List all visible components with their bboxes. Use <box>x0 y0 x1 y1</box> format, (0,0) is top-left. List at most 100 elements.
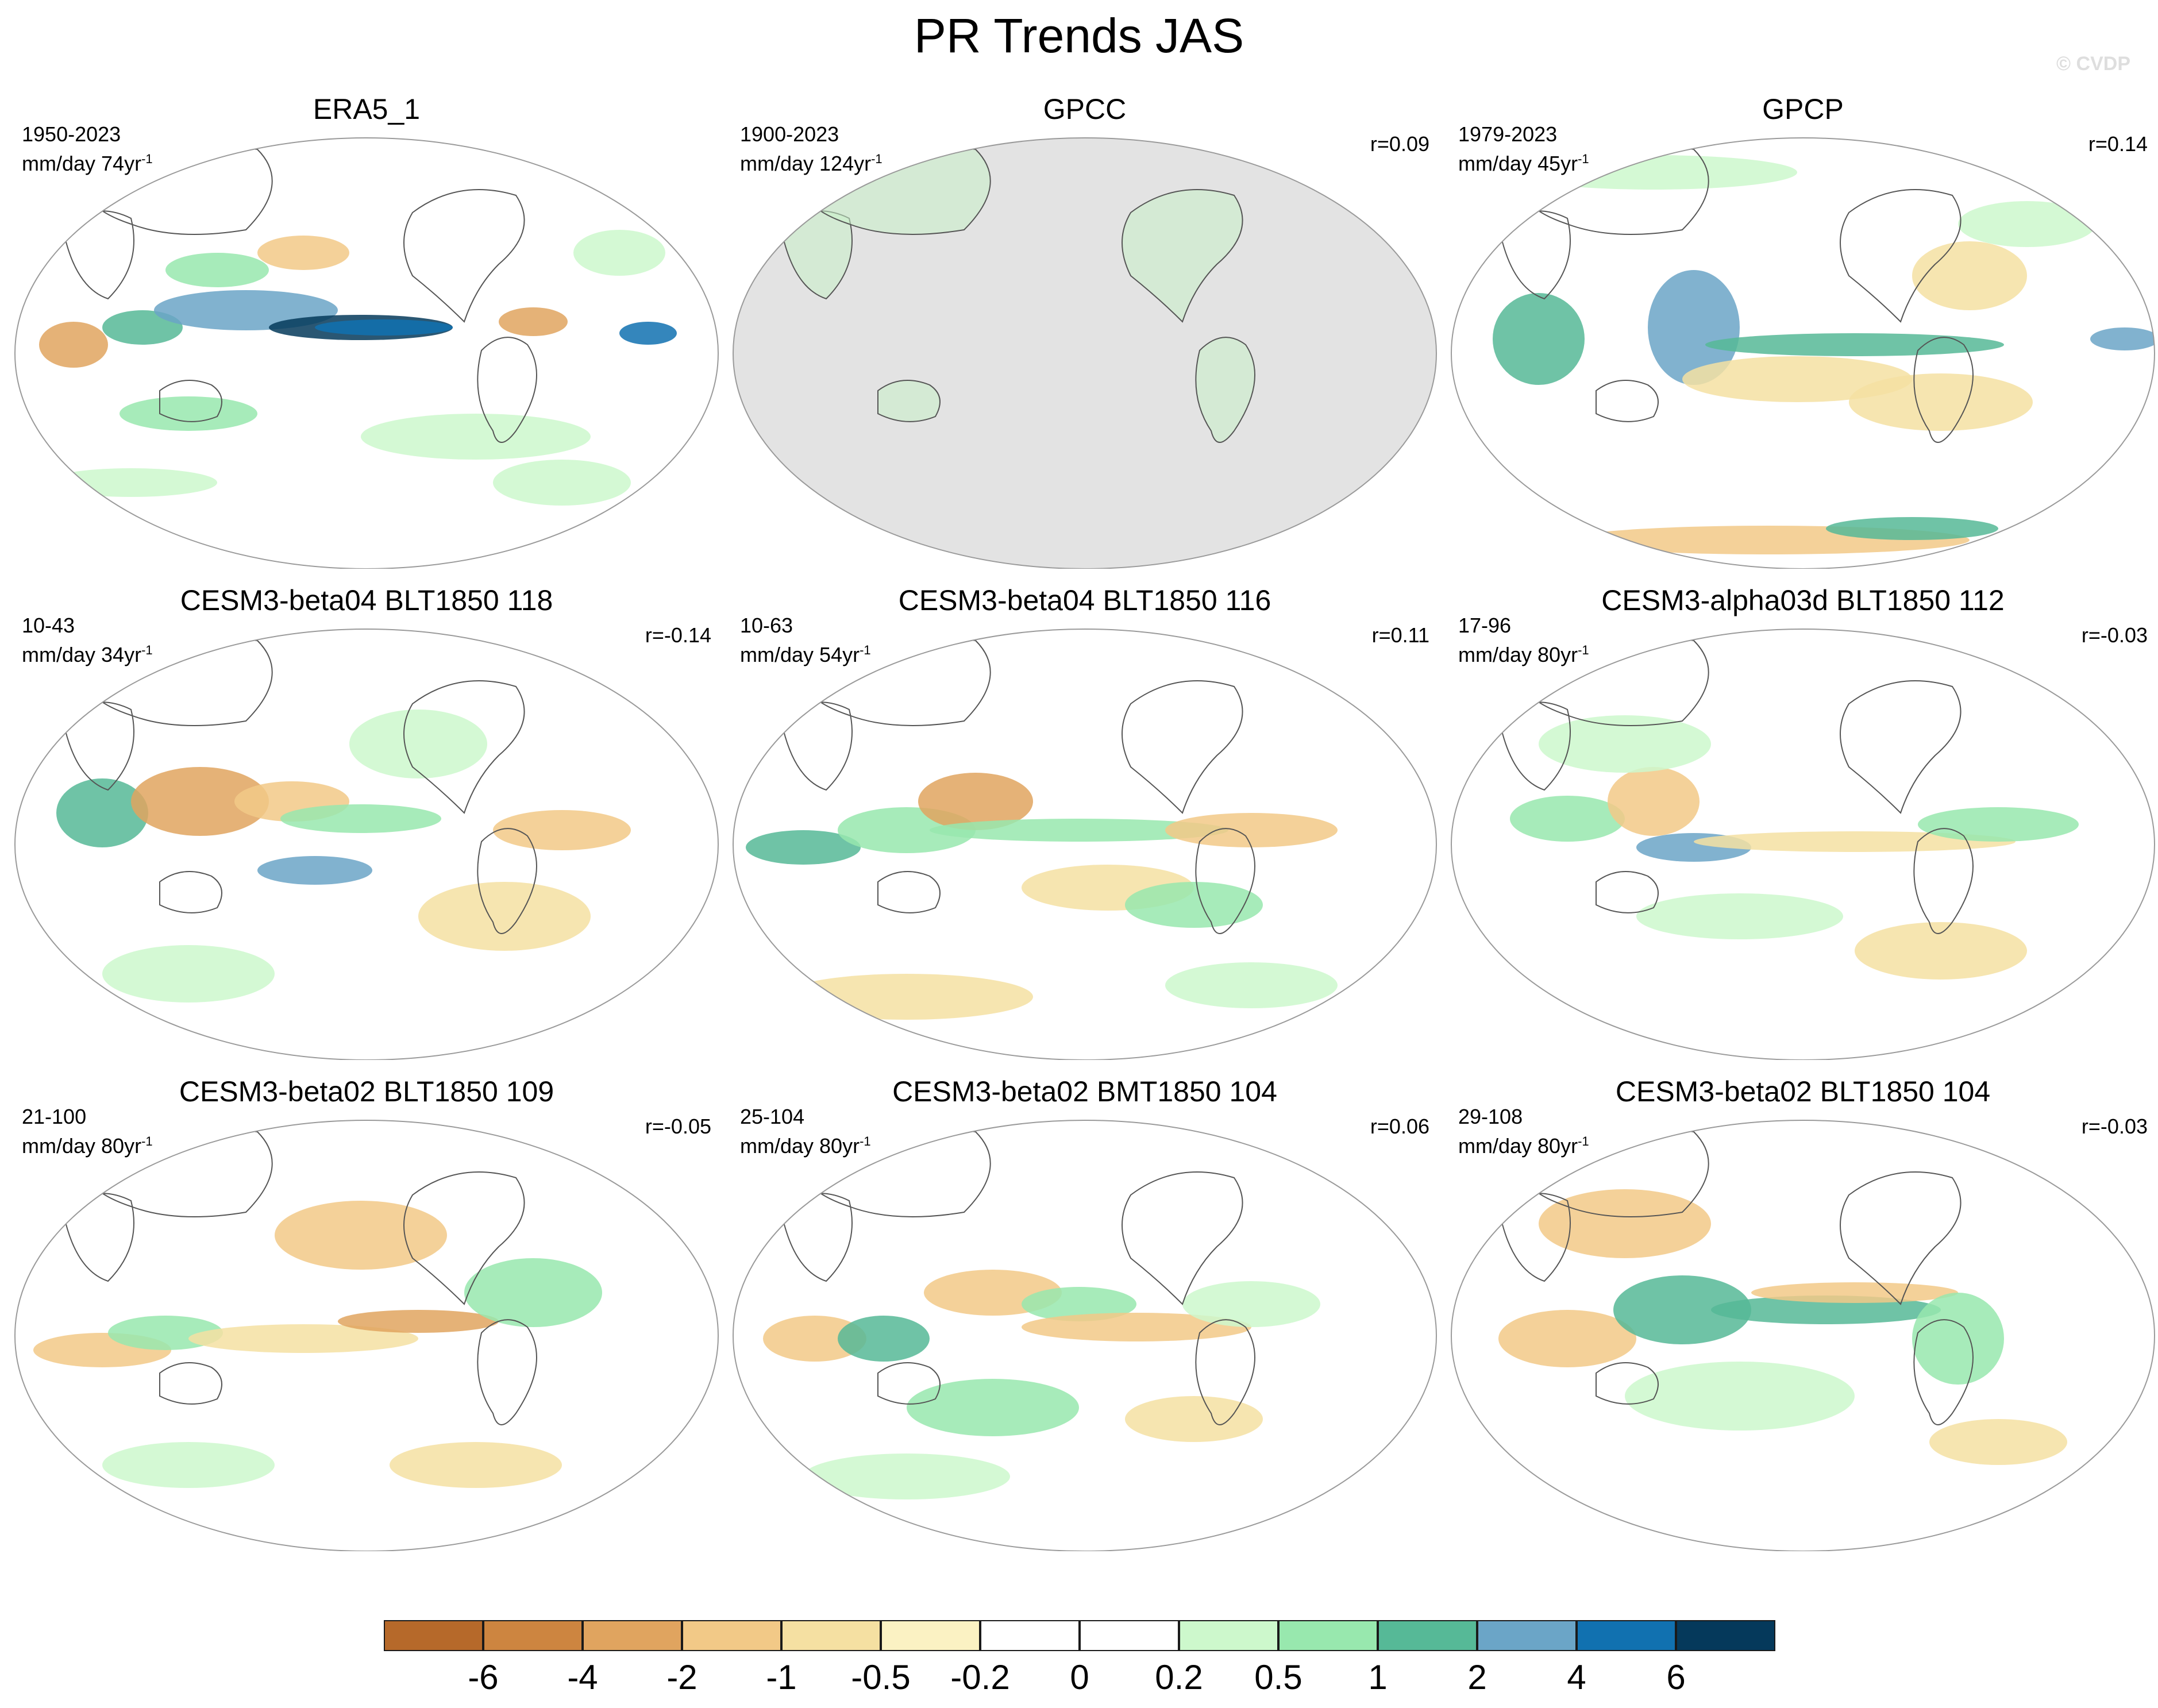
trend-contour <box>120 396 257 431</box>
world-map <box>1451 1120 2155 1551</box>
map-border <box>1451 1120 2155 1551</box>
panel-period: 17-96 <box>1458 614 1512 637</box>
trend-contour <box>257 236 349 270</box>
world-map <box>733 629 1437 1060</box>
coastline <box>1596 871 1659 913</box>
trend-contour <box>45 468 217 497</box>
trend-contour <box>1613 1275 1751 1344</box>
ocean-background <box>733 629 1436 1060</box>
map-border <box>733 629 1437 1060</box>
coastline <box>477 337 537 443</box>
world-map <box>733 1120 1437 1551</box>
panel-units: mm/day 80yr-1 <box>740 1129 871 1159</box>
panel-period: 21-100 <box>22 1105 87 1128</box>
map-border <box>1451 629 2155 1060</box>
colorbar-tick-label: -0.2 <box>950 1658 1010 1697</box>
trend-contour <box>102 1442 275 1488</box>
panel-title: GPCP <box>1762 93 1844 125</box>
panel-title: ERA5_1 <box>313 93 421 125</box>
trend-contour <box>499 307 568 336</box>
panel-period: 1900-2023 <box>740 122 839 146</box>
colorbar-tick-label: -0.5 <box>851 1658 911 1697</box>
coastline <box>159 871 222 913</box>
units-exponent: -1 <box>141 643 153 657</box>
trend-field <box>1493 146 2155 554</box>
pattern-correlation: r=-0.05 <box>645 1115 711 1138</box>
trend-contour <box>1912 1293 2004 1385</box>
pattern-correlation: r=0.09 <box>1370 132 1429 156</box>
trend-contour <box>1648 270 1740 385</box>
units-text: mm/day 54yr <box>740 643 860 666</box>
trend-field <box>33 1128 602 1488</box>
trend-contour <box>1918 807 2079 842</box>
panel-units: mm/day 80yr-1 <box>22 1129 153 1159</box>
trend-contour <box>1711 1296 1941 1324</box>
units-exponent: -1 <box>871 152 883 166</box>
trend-contour <box>102 945 275 1003</box>
coastline <box>877 1362 941 1405</box>
colorbar-swatch <box>1676 1620 1775 1651</box>
colorbar-swatch <box>1477 1620 1577 1651</box>
colorbar-tick-label: 0.5 <box>1254 1658 1302 1697</box>
colorbar-swatch <box>781 1620 881 1651</box>
trend-contour <box>280 804 441 833</box>
coastline <box>1122 680 1243 814</box>
pattern-correlation: r=-0.14 <box>645 623 711 647</box>
panel-period: 10-63 <box>740 614 793 637</box>
trend-contour <box>1510 796 1625 842</box>
trend-contour <box>907 1379 1079 1436</box>
map-border <box>14 1120 719 1551</box>
coastline <box>1195 337 1255 443</box>
colorbar-swatch <box>384 1620 483 1651</box>
world-map <box>14 137 719 569</box>
panel-units: mm/day 80yr-1 <box>1458 638 1589 668</box>
pattern-correlation: r=-0.03 <box>2081 1115 2148 1138</box>
trend-contour <box>418 882 591 951</box>
world-map <box>733 137 1437 569</box>
map-panel: CESM3-beta02 BMT1850 104 25-104 mm/day 80y… <box>729 1074 1441 1551</box>
colorbar-swatch <box>980 1620 1080 1651</box>
coastline <box>1122 1171 1243 1305</box>
colorbar-tick-label: 1 <box>1368 1658 1388 1697</box>
trend-field <box>1497 637 2079 980</box>
trend-contour <box>1165 813 1338 847</box>
world-map <box>1451 137 2155 569</box>
trend-contour <box>390 1442 562 1488</box>
trend-contour <box>2090 327 2155 350</box>
trend-contour <box>56 778 148 847</box>
panel-period: 10-43 <box>22 614 75 637</box>
trend-contour <box>338 1310 499 1333</box>
panel-title: CESM3-beta02 BMT1850 104 <box>892 1075 1277 1108</box>
colorbar-tick-label: -1 <box>766 1658 797 1697</box>
colorbar-tick-label: 6 <box>1666 1658 1686 1697</box>
colorbar-swatch <box>1378 1620 1477 1651</box>
coastline <box>1596 1362 1659 1405</box>
trend-contour <box>493 810 631 850</box>
colorbar <box>384 1620 1775 1655</box>
trend-field <box>39 146 677 506</box>
coastline <box>403 680 525 814</box>
pattern-correlation: r=0.11 <box>1371 623 1429 647</box>
map-panel: CESM3-beta04 BLT1850 118 10-43 mm/day 34yr… <box>10 583 723 1060</box>
trend-contour <box>1125 882 1263 928</box>
coastline <box>1840 189 1962 323</box>
units-text: mm/day 80yr <box>740 1134 860 1158</box>
ocean-background <box>15 138 718 569</box>
coastline <box>1913 1319 1974 1425</box>
figure-title: PR Trends JAS <box>914 9 1244 63</box>
coastline <box>877 380 941 422</box>
trend-contour <box>619 322 677 345</box>
panel-units: mm/day 34yr-1 <box>22 638 153 668</box>
trend-contour <box>1694 831 2016 852</box>
units-exponent: -1 <box>141 152 153 166</box>
colorbar-swatch <box>1577 1620 1676 1651</box>
colorbar-tick-label: 2 <box>1467 1658 1487 1697</box>
trend-contour <box>102 310 183 345</box>
units-exponent: -1 <box>1578 152 1589 166</box>
units-text: mm/day 45yr <box>1458 152 1578 175</box>
coastline <box>403 1171 525 1305</box>
map-panel: CESM3-beta02 BLT1850 109 21-100 mm/day 80y… <box>10 1074 723 1551</box>
trend-contour <box>349 710 487 778</box>
units-exponent: -1 <box>860 643 871 657</box>
trend-field <box>56 637 631 1003</box>
